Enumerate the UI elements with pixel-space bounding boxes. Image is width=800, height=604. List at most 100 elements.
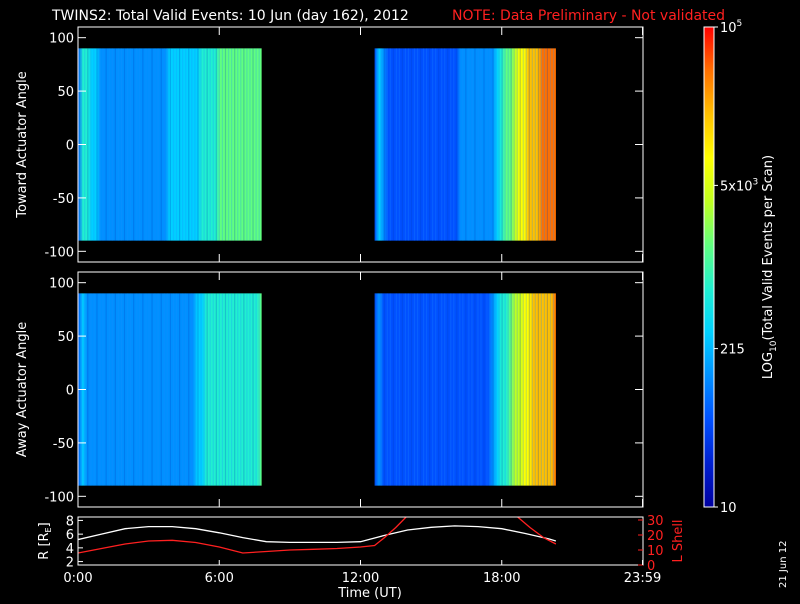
orbit-right-tick-label: 30 — [647, 514, 664, 529]
spectrogram-stripe — [416, 293, 419, 486]
spectrogram-stripe — [172, 48, 175, 241]
orbit-right-axis-label: L Shell — [671, 519, 686, 562]
y-tick-label: 50 — [57, 85, 74, 100]
x-tick-label: 0:00 — [63, 571, 92, 586]
spectrogram-stripe — [389, 293, 391, 486]
spectrogram-stripe — [510, 293, 512, 486]
colorbar-tick-exponent: 5 — [737, 19, 743, 29]
y-tick-label: -100 — [44, 245, 74, 260]
spectrogram-stripe — [480, 293, 482, 486]
spectrogram-stripe — [117, 293, 119, 486]
spectrogram-stripe — [108, 293, 110, 486]
spectrogram-stripe — [540, 293, 542, 486]
spectrogram-stripe — [231, 48, 233, 241]
spectrogram-stripe — [90, 293, 92, 486]
spectrogram-stripe — [441, 48, 443, 241]
colorbar-label-log: LOG — [761, 352, 776, 379]
spectrogram-stripe — [522, 293, 524, 486]
spectrogram-stripe — [178, 293, 181, 486]
spectrogram-stripe — [552, 293, 555, 486]
spectrogram-stripe — [145, 48, 147, 241]
spectrogram-stripe — [218, 293, 220, 486]
away-angle-panel: 100 50 0 -50 -100 Away Actuator Angle — [15, 271, 644, 508]
spectrogram-stripe — [413, 48, 416, 241]
spectrogram-stripe — [99, 293, 101, 486]
spectrogram-stripe — [459, 293, 461, 486]
spectrogram-stripe — [240, 293, 242, 486]
y-tick-label: -50 — [53, 192, 74, 207]
spectrogram-stripe — [175, 48, 178, 241]
spectrogram-stripe — [130, 293, 132, 486]
spectrogram-stripe — [224, 293, 227, 486]
spectrogram-stripe — [246, 293, 248, 486]
spectrogram-stripe — [224, 48, 227, 241]
spectrogram-stripe — [188, 293, 190, 486]
spectrogram-stripe — [404, 48, 407, 241]
spectrogram-stripe — [203, 48, 205, 241]
spectrogram-stripe — [151, 293, 153, 486]
spectrogram-stripe — [389, 48, 391, 241]
spectrogram-stripe — [507, 48, 509, 241]
spectrogram-stripe — [123, 293, 126, 486]
spectrogram-block — [78, 293, 262, 486]
spectrogram-stripe — [537, 48, 539, 241]
spectrogram-stripe — [182, 293, 184, 486]
spectrogram-stripe — [456, 293, 458, 486]
spectrogram-stripe — [450, 48, 452, 241]
spectrogram-stripe — [489, 48, 491, 241]
spectrogram-stripe — [510, 48, 512, 241]
spectrogram-stripe — [157, 48, 159, 241]
spectrogram-stripe — [380, 48, 382, 241]
spectrogram-stripe — [386, 48, 388, 241]
spectrogram-stripe — [531, 293, 533, 486]
spectrogram-stripe — [549, 293, 552, 486]
spectrogram-stripe — [450, 293, 452, 486]
spectrogram-stripe — [549, 48, 552, 241]
orbit-left-label-sub: E — [44, 527, 53, 532]
spectrogram-stripe — [435, 293, 437, 486]
colorbar-tick-exponent: 3 — [753, 177, 759, 187]
spectrogram-stripe — [471, 48, 473, 241]
spectrogram-stripe — [175, 293, 178, 486]
spectrogram-stripe — [87, 48, 89, 241]
spectrogram-stripe — [166, 48, 168, 241]
spectrogram-stripe — [540, 48, 542, 241]
spectrogram-stripe — [383, 293, 385, 486]
spectrogram-stripe — [453, 293, 455, 486]
spectrogram-stripe — [422, 293, 425, 486]
spectrogram-stripe — [252, 293, 254, 486]
spectrogram-stripe — [374, 48, 376, 241]
orbit-left-tick-label: 4 — [66, 542, 74, 557]
spectrogram-stripe — [432, 293, 434, 486]
y-tick-label: 0 — [66, 384, 74, 399]
spectrogram-stripe — [410, 48, 413, 241]
spectrogram-stripe — [111, 48, 113, 241]
spectrogram-stripe — [157, 293, 159, 486]
spectrogram-stripe — [194, 293, 196, 486]
spectrogram-stripe — [130, 48, 132, 241]
spectrogram-stripe — [105, 293, 107, 486]
spectrogram-stripe — [240, 48, 242, 241]
spectrogram-stripe — [453, 48, 455, 241]
colorbar-tick-label: 5x103 — [720, 177, 758, 194]
y-tick-label: -100 — [44, 490, 74, 505]
spectrogram-stripe — [218, 48, 220, 241]
spectrogram-stripe — [377, 293, 379, 486]
spectrogram-stripe — [480, 48, 482, 241]
spectrogram-stripe — [465, 293, 467, 486]
x-tick-label: 18:00 — [483, 571, 520, 586]
spectrogram-stripe — [501, 48, 503, 241]
x-tick-label: 23:59 — [624, 571, 661, 586]
spectrogram-stripe — [392, 48, 394, 241]
spectrogram-stripe — [462, 48, 464, 241]
spectrogram-stripe — [102, 48, 104, 241]
spectrogram-stripe — [188, 48, 190, 241]
spectrogram-stripe — [148, 48, 150, 241]
spectrogram-stripe — [552, 48, 555, 241]
x-tick-label: 6:00 — [205, 571, 234, 586]
orbit-right-tick-label: 20 — [647, 529, 664, 544]
spectrogram-stripe — [522, 48, 524, 241]
